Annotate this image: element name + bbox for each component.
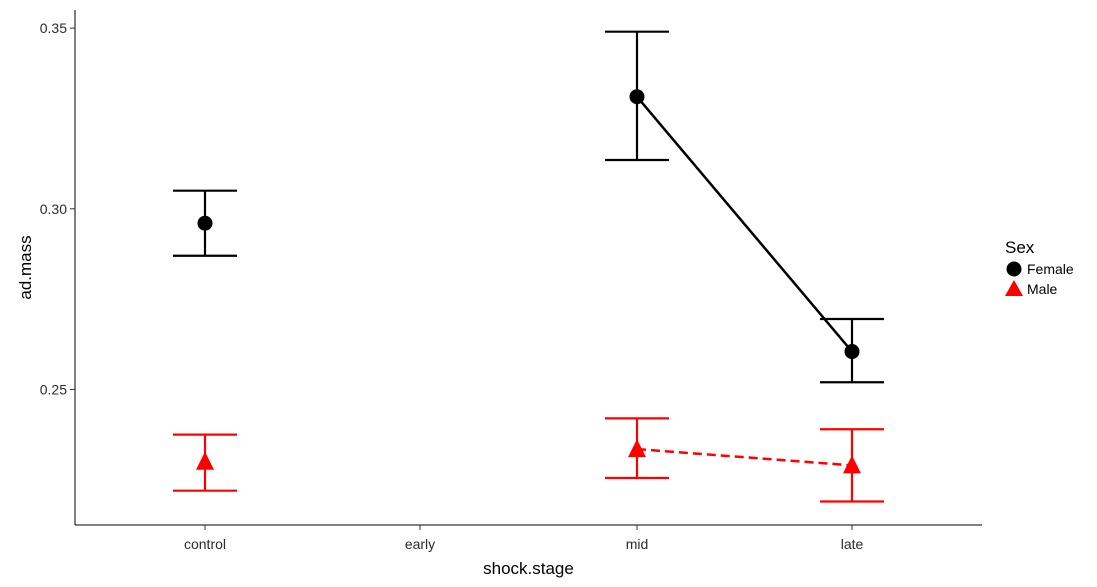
legend-item-female: Female: [1006, 261, 1074, 277]
legend-key-triangle: [1005, 280, 1023, 296]
legend-label: Male: [1027, 281, 1058, 297]
data-point-circle: [197, 215, 213, 231]
series-female: [173, 30, 884, 384]
series-line: [636, 95, 853, 353]
y-tick-label: 0.35: [40, 20, 67, 36]
x-tick-label: mid: [626, 536, 649, 552]
series-line: [636, 447, 853, 467]
legend-key-circle: [1006, 261, 1022, 277]
legend-title: Sex: [1005, 238, 1035, 257]
data-point-triangle: [843, 455, 861, 474]
data-point-circle: [629, 89, 645, 105]
plot-area: [173, 30, 884, 503]
legend-item-male: Male: [1005, 280, 1058, 297]
y-axis-title: ad.mass: [16, 235, 35, 299]
y-tick-label: 0.30: [40, 201, 67, 217]
data-point-triangle: [628, 439, 646, 458]
x-tick-label: control: [184, 536, 226, 552]
y-tick-label: 0.25: [40, 381, 67, 397]
legend: Sex Female Male: [1005, 238, 1074, 297]
data-point-circle: [844, 344, 860, 360]
y-axis: 0.25 0.30 0.35: [40, 10, 76, 525]
data-point-triangle: [196, 451, 214, 470]
x-axis: control early mid late: [75, 524, 982, 552]
x-tick-label: early: [405, 536, 435, 552]
x-axis-title: shock.stage: [483, 559, 574, 578]
legend-label: Female: [1027, 261, 1074, 277]
x-tick-label: late: [841, 536, 864, 552]
series-male: [173, 417, 884, 503]
